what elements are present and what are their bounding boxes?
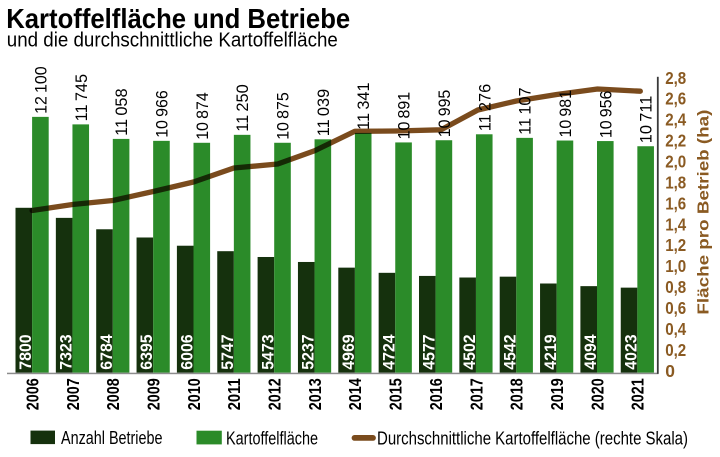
svg-text:2012: 2012 xyxy=(265,378,285,410)
svg-text:1,2: 1,2 xyxy=(665,235,686,255)
svg-text:0,6: 0,6 xyxy=(665,298,686,318)
svg-text:6784: 6784 xyxy=(97,334,116,370)
svg-text:2020: 2020 xyxy=(587,378,607,410)
svg-text:2,0: 2,0 xyxy=(665,152,686,172)
svg-text:12 100: 12 100 xyxy=(31,66,50,114)
svg-text:10 995: 10 995 xyxy=(435,90,454,138)
svg-text:10 966: 10 966 xyxy=(153,90,172,138)
svg-text:2017: 2017 xyxy=(466,378,486,410)
svg-text:2006: 2006 xyxy=(22,378,42,410)
svg-text:2019: 2019 xyxy=(547,378,567,410)
svg-text:2007: 2007 xyxy=(63,378,83,410)
svg-text:4577: 4577 xyxy=(420,334,439,369)
svg-text:1,6: 1,6 xyxy=(665,193,686,213)
svg-text:10 875: 10 875 xyxy=(274,92,293,140)
svg-text:5237: 5237 xyxy=(299,334,318,369)
svg-text:11 107: 11 107 xyxy=(516,87,535,135)
svg-text:5747: 5747 xyxy=(218,334,237,369)
svg-text:2015: 2015 xyxy=(386,378,406,410)
svg-text:7323: 7323 xyxy=(57,334,76,369)
svg-text:4094: 4094 xyxy=(581,334,600,370)
svg-text:und die durchschnittliche Kart: und die durchschnittliche Kartoffelfläch… xyxy=(7,29,338,52)
svg-text:2013: 2013 xyxy=(305,378,325,410)
svg-text:11 250: 11 250 xyxy=(233,84,252,132)
svg-text:0: 0 xyxy=(665,361,675,381)
svg-text:2,6: 2,6 xyxy=(665,89,686,109)
svg-text:4502: 4502 xyxy=(460,334,479,369)
svg-text:10 956: 10 956 xyxy=(596,91,615,139)
svg-text:7800: 7800 xyxy=(16,334,35,369)
svg-text:2021: 2021 xyxy=(628,378,648,410)
svg-text:1,8: 1,8 xyxy=(665,172,686,192)
svg-text:Fläche pro Betrieb (ha): Fläche pro Betrieb (ha) xyxy=(696,110,713,315)
svg-text:10 711: 10 711 xyxy=(637,96,656,144)
svg-text:2008: 2008 xyxy=(103,378,123,410)
svg-text:2009: 2009 xyxy=(144,378,164,410)
svg-text:1,0: 1,0 xyxy=(665,256,686,276)
svg-text:0,8: 0,8 xyxy=(665,277,686,297)
svg-text:11 039: 11 039 xyxy=(314,89,333,137)
svg-text:6006: 6006 xyxy=(178,334,197,369)
svg-text:Durchschnittliche Kartoffelflä: Durchschnittliche Kartoffelfläche (recht… xyxy=(377,428,688,448)
svg-text:2,2: 2,2 xyxy=(665,131,686,151)
svg-text:4724: 4724 xyxy=(379,334,398,370)
svg-text:5473: 5473 xyxy=(258,334,277,369)
svg-text:Kartoffelfläche: Kartoffelfläche xyxy=(226,428,318,448)
svg-text:2014: 2014 xyxy=(345,378,365,410)
svg-text:2016: 2016 xyxy=(426,378,446,410)
svg-text:10 981: 10 981 xyxy=(556,90,575,138)
svg-text:11 745: 11 745 xyxy=(72,74,91,122)
svg-text:4219: 4219 xyxy=(541,334,560,369)
svg-text:2011: 2011 xyxy=(224,378,244,410)
svg-text:0,4: 0,4 xyxy=(665,319,686,339)
svg-text:1,4: 1,4 xyxy=(665,214,686,234)
svg-text:2,8: 2,8 xyxy=(665,68,686,88)
svg-text:Kartoffelfläche und Betriebe: Kartoffelfläche und Betriebe xyxy=(6,3,350,34)
svg-text:10 891: 10 891 xyxy=(395,92,414,140)
svg-text:11 341: 11 341 xyxy=(354,82,373,130)
svg-text:2010: 2010 xyxy=(184,378,204,410)
svg-text:6395: 6395 xyxy=(137,334,156,369)
svg-text:2018: 2018 xyxy=(507,378,527,410)
svg-text:10 874: 10 874 xyxy=(193,92,212,140)
svg-text:4023: 4023 xyxy=(622,334,641,369)
svg-text:4542: 4542 xyxy=(500,334,519,369)
svg-text:11 276: 11 276 xyxy=(475,84,494,132)
svg-text:2,4: 2,4 xyxy=(665,110,686,130)
svg-text:4969: 4969 xyxy=(339,334,358,369)
svg-text:Anzahl Betriebe: Anzahl Betriebe xyxy=(61,428,163,448)
svg-text:0,2: 0,2 xyxy=(665,340,686,360)
svg-text:11 058: 11 058 xyxy=(112,88,131,136)
